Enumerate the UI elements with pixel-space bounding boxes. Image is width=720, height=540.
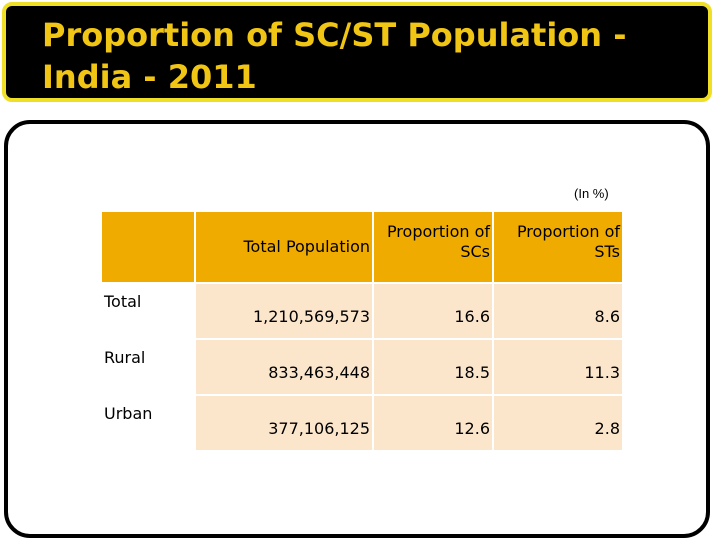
header-corner <box>102 212 194 282</box>
table-header-row: Total Population Proportion of SCs Propo… <box>102 212 622 282</box>
population-cell: 1,210,569,573 <box>196 284 372 338</box>
table-row: Urban 377,106,125 12.6 2.8 <box>102 396 622 450</box>
header-total-population: Total Population <box>196 212 372 282</box>
header-proportion-scs: Proportion of SCs <box>374 212 492 282</box>
sc-proportion-cell: 12.6 <box>374 396 492 450</box>
population-table: Total Population Proportion of SCs Propo… <box>100 210 624 452</box>
population-cell: 833,463,448 <box>196 340 372 394</box>
sc-proportion-cell: 16.6 <box>374 284 492 338</box>
sc-proportion-cell: 18.5 <box>374 340 492 394</box>
slide-title: Proportion of SC/ST Population - India -… <box>42 16 627 96</box>
title-box <box>2 2 712 102</box>
row-label: Rural <box>102 340 194 394</box>
row-label: Urban <box>102 396 194 450</box>
population-cell: 377,106,125 <box>196 396 372 450</box>
header-proportion-sts: Proportion of STs <box>494 212 622 282</box>
st-proportion-cell: 8.6 <box>494 284 622 338</box>
table-row: Rural 833,463,448 18.5 11.3 <box>102 340 622 394</box>
unit-note: (In %) <box>574 186 609 201</box>
title-bar: Proportion of SC/ST Population - India -… <box>0 0 720 108</box>
st-proportion-cell: 11.3 <box>494 340 622 394</box>
st-proportion-cell: 2.8 <box>494 396 622 450</box>
table-row: Total 1,210,569,573 16.6 8.6 <box>102 284 622 338</box>
row-label: Total <box>102 284 194 338</box>
